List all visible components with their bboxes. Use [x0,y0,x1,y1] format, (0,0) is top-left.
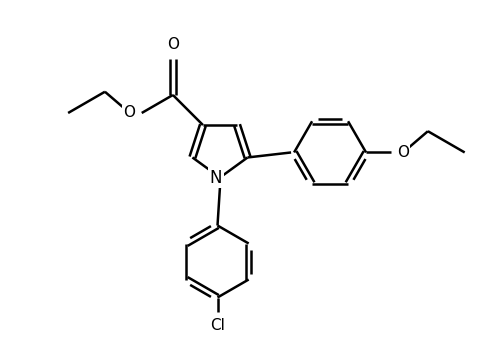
Text: O: O [167,38,179,53]
Text: O: O [123,105,135,120]
Text: N: N [210,168,222,187]
Text: Cl: Cl [210,318,225,333]
Text: O: O [398,145,409,160]
